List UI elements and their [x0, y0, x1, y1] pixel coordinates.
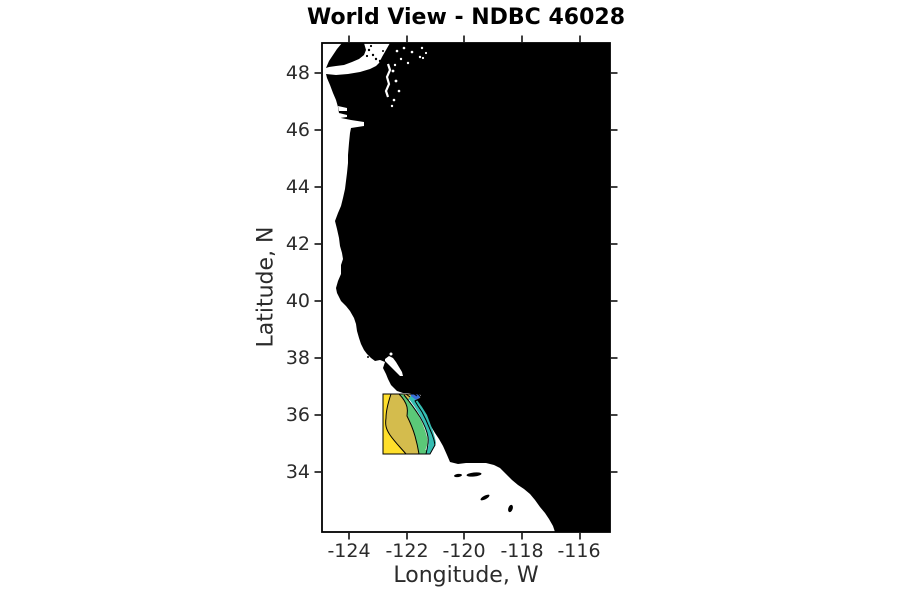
- y-tick-label-42: 42: [285, 233, 310, 255]
- x-tick-label-124: -124: [327, 540, 371, 562]
- y-tick-label-40: 40: [285, 290, 310, 312]
- san-francisco-bay-water: [385, 352, 403, 376]
- x-tick-label-116: -116: [557, 540, 601, 562]
- map-plot-canvas: [314, 35, 618, 540]
- x-tick-label-120: -120: [442, 540, 486, 562]
- x-axis-label: Longitude, W: [393, 563, 539, 588]
- y-tick-label-38: 38: [285, 347, 310, 369]
- farallon-island-speck: [367, 356, 369, 358]
- figure-title: World View - NDBC 46028: [306, 5, 626, 30]
- grays-harbor-water: [338, 106, 347, 111]
- channel-islands: [454, 472, 513, 513]
- axes-frame: [321, 42, 611, 533]
- x-tick-label-118: -118: [500, 540, 544, 562]
- y-tick-label-44: 44: [285, 176, 310, 198]
- puget-sound-water: [384, 46, 428, 108]
- gulf-islands-specks: [365, 44, 384, 63]
- contour-region: [382, 393, 436, 455]
- y-tick-label-48: 48: [285, 62, 310, 84]
- contour-band-4: [408, 395, 436, 454]
- vancouver-island-landmass: [326, 43, 366, 68]
- y-tick-label-34: 34: [285, 461, 310, 483]
- contour-band-1: [383, 394, 406, 454]
- y-tick-label-46: 46: [285, 119, 310, 141]
- x-tick-label-122: -122: [385, 540, 429, 562]
- contour-band-3: [399, 394, 428, 454]
- contour-region-outline: [382, 393, 436, 455]
- y-tick-label-36: 36: [285, 404, 310, 426]
- willapa-bay-water: [339, 113, 347, 118]
- contour-band-5: [410, 394, 421, 400]
- mainland-landmass: [326, 43, 610, 532]
- axis-tick-marks: [314, 35, 618, 540]
